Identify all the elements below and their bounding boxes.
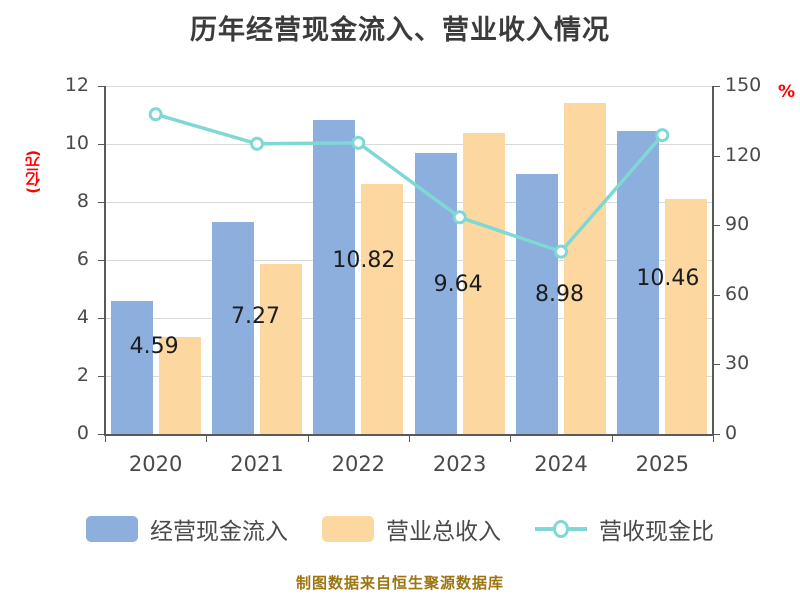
bar-total-revenue-2021[interactable]: [260, 264, 302, 434]
right-axis-tick-label: 90: [725, 213, 750, 236]
left-axis-tick-label: 6: [76, 248, 89, 270]
x-axis-tick: [510, 434, 512, 442]
x-axis-tick: [611, 434, 613, 442]
left-axis-tick-label: 0: [76, 422, 89, 444]
line-path-cash-ratio: [155, 112, 664, 254]
legend-item-cash-inflow[interactable]: 经营现金流入: [86, 512, 288, 546]
line-marker-2024[interactable]: [554, 244, 568, 259]
right-axis-line: [712, 86, 714, 435]
data-label-2021: 7.27: [231, 304, 280, 329]
bar-cash-inflow-2024[interactable]: [516, 173, 558, 434]
x-axis-tick: [409, 434, 410, 442]
source-note: 制图数据来自恒生聚源数据库: [295, 574, 504, 592]
right-axis-tick-label: 120: [725, 143, 762, 166]
bar-total-revenue-2025[interactable]: [665, 198, 708, 434]
x-axis-label-2025: 2025: [635, 452, 690, 476]
left-axis-line: [104, 86, 106, 435]
data-label-2024: 8.98: [535, 282, 584, 307]
x-axis-label-2022: 2022: [331, 452, 386, 476]
x-axis-label-2021: 2021: [230, 452, 284, 476]
x-axis-tick: [307, 434, 309, 442]
bar-total-revenue-2020[interactable]: [158, 337, 201, 434]
right-axis-tick: [713, 434, 720, 435]
gridline: [105, 202, 713, 203]
chart-legend: 经营现金流入 营业总收入 营收现金比: [0, 512, 800, 546]
chart-title: 历年经营现金流入、营业收入情况: [190, 15, 610, 46]
right-axis-tick: [713, 86, 720, 87]
line-marker-2023[interactable]: [452, 210, 467, 225]
data-label-2020: 4.59: [129, 334, 179, 359]
line-marker-2025[interactable]: [655, 128, 670, 143]
right-axis-unit-label: %: [778, 82, 796, 102]
legend-line-marker-icon: [535, 516, 587, 542]
gridline: [105, 318, 713, 319]
left-axis-tick: [98, 144, 105, 145]
legend-label-cash-inflow: 经营现金流入: [150, 519, 288, 545]
x-axis-tick: [105, 434, 106, 442]
line-marker-2020[interactable]: [148, 107, 163, 122]
left-axis-tick: [98, 434, 105, 435]
x-axis-label-2023: 2023: [432, 452, 487, 476]
left-axis-tick-label: 10: [64, 132, 89, 154]
bar-cash-inflow-2022[interactable]: [313, 120, 356, 434]
left-axis-unit-label: (亿元): [24, 150, 42, 194]
data-label-2025: 10.46: [636, 266, 700, 291]
bar-cash-inflow-2021[interactable]: [212, 221, 254, 434]
line-series-layer: [148, 107, 670, 259]
legend-label-cash-ratio: 营收现金比: [599, 519, 714, 545]
left-axis-tick: [98, 260, 105, 261]
right-axis-tick: [713, 225, 720, 227]
x-axis-tick: [713, 434, 714, 442]
x-axis-label-2024: 2024: [534, 452, 588, 476]
gridline: [105, 260, 713, 261]
right-axis-tick-label: 30: [725, 352, 750, 375]
gridline: [105, 144, 713, 145]
x-axis-tick: [206, 434, 208, 442]
legend-item-total-revenue[interactable]: 营业总收入: [322, 512, 501, 546]
right-axis-tick: [713, 155, 720, 157]
legend-swatch-orange-icon: [322, 516, 374, 542]
right-axis-tick: [713, 364, 720, 366]
right-axis-tick-label: 0: [725, 422, 738, 444]
left-axis-tick-label: 4: [76, 306, 89, 328]
left-axis-tick: [98, 202, 105, 203]
bar-total-revenue-2022[interactable]: [361, 184, 404, 434]
right-axis-tick-label: 150: [725, 74, 762, 96]
legend-label-total-revenue: 营业总收入: [386, 519, 501, 545]
left-axis-tick-label: 8: [76, 190, 89, 212]
legend-swatch-blue-icon: [86, 516, 138, 542]
right-axis-tick-label: 60: [725, 282, 750, 305]
left-axis-tick-label: 2: [76, 364, 89, 386]
left-axis-tick: [98, 318, 105, 319]
bar-total-revenue-2023[interactable]: [462, 132, 505, 434]
line-marker-2021[interactable]: [250, 136, 264, 151]
left-axis-tick: [98, 86, 105, 87]
right-axis-tick: [713, 294, 720, 296]
x-axis-label-2020: 2020: [128, 452, 183, 476]
gridline: [105, 86, 713, 87]
left-axis-tick: [98, 376, 105, 377]
bar-total-revenue-2024[interactable]: [564, 102, 606, 434]
plot-area: 0 2 4 6 8 10 12 0 30 60 90 120 150 4.59 7.27 10.82 9.6…: [65, 74, 761, 444]
bar-cash-inflow-2020[interactable]: [110, 300, 153, 434]
data-label-2022: 10.82: [332, 248, 396, 273]
gridline: [105, 376, 713, 377]
left-axis-tick-label: 12: [64, 74, 89, 96]
legend-item-cash-ratio[interactable]: 营收现金比: [535, 512, 714, 546]
line-marker-2022[interactable]: [351, 135, 366, 150]
data-label-2023: 9.64: [433, 272, 483, 297]
